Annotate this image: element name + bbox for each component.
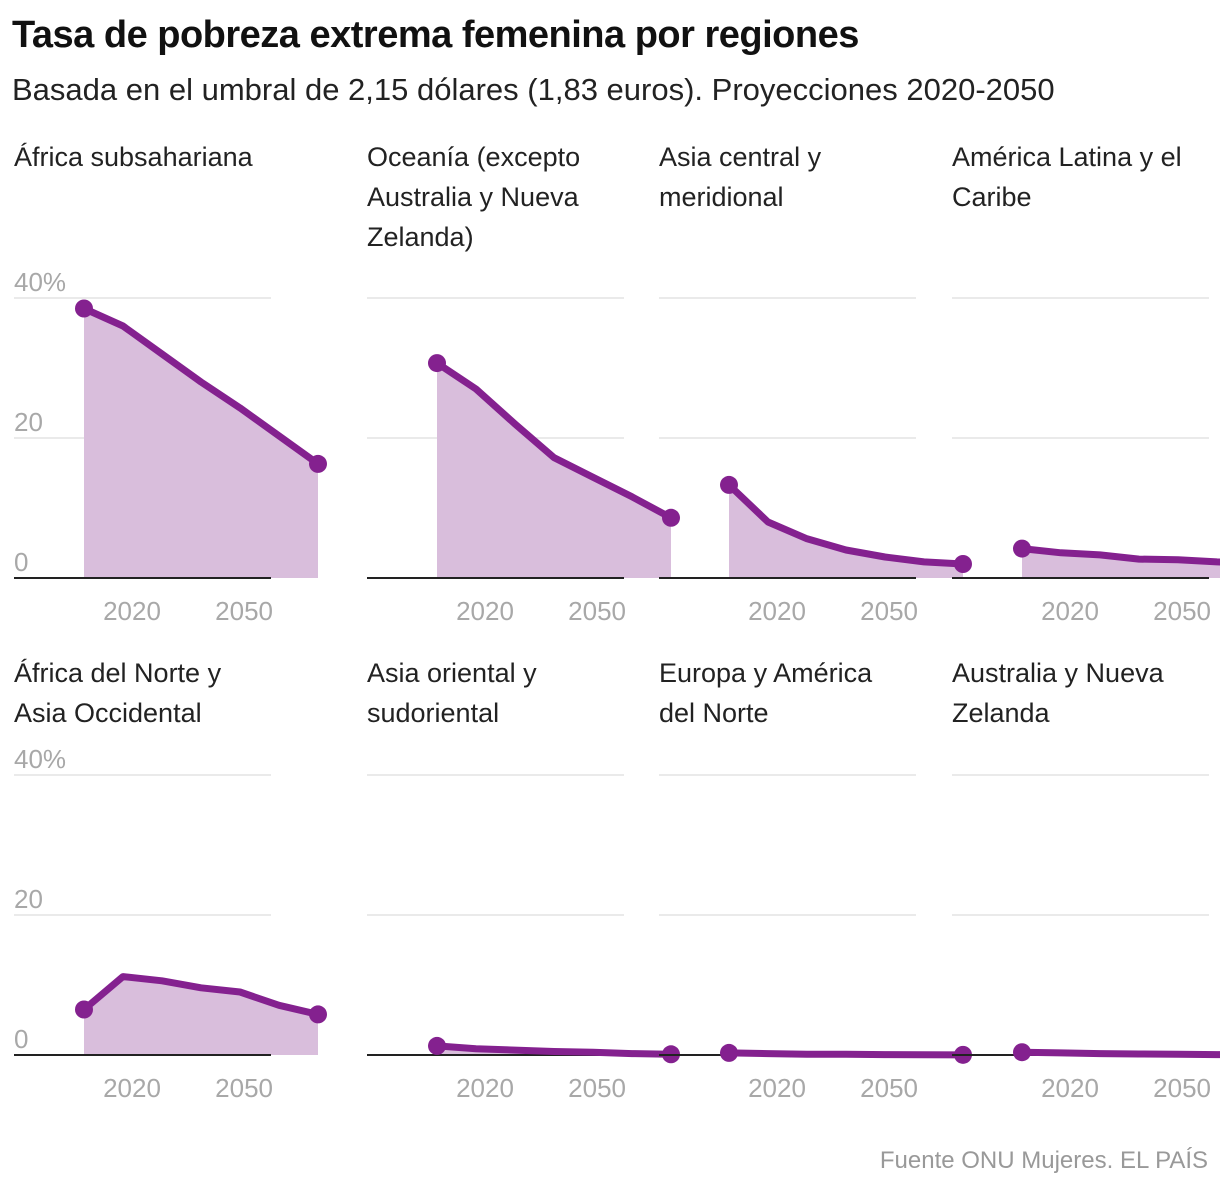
y-tick-label-20: 20	[14, 884, 43, 914]
start-point-oceania-excepto-australia-y-nueva-zelanda	[428, 354, 446, 373]
x-tick-label-2050: 2050	[215, 596, 273, 626]
chart-subtitle: Basada en el umbral de 2,15 dólares (1,8…	[12, 72, 1055, 107]
line-oceania-excepto-australia-y-nueva-zelanda	[433, 359, 675, 522]
y-tick-label-40: 40%	[14, 267, 66, 297]
start-point-australia-y-nueva-zelanda	[1013, 1043, 1031, 1062]
line-africa-del-norte-y-asia-occidental	[80, 973, 322, 1018]
x-tick-label-2050: 2050	[568, 596, 626, 626]
chart-title: Tasa de pobreza extrema femenina por reg…	[12, 14, 859, 56]
panel-title-africa-subsahariana: África subsahariana	[14, 142, 254, 172]
area-oceania-excepto-australia-y-nueva-zelanda	[437, 363, 671, 578]
panel-title-asia-oriental-y-sudoriental: Asia oriental y sudoriental	[367, 658, 537, 728]
line-asia-central-y-meridional	[725, 481, 967, 568]
area-africa-del-norte-y-asia-occidental	[84, 976, 318, 1055]
x-tick-label-2020: 2020	[456, 596, 514, 626]
panel-title-oceania-excepto-australia-y-nueva-zelanda: Oceanía (excepto Australia y Nueva Zelanda…	[367, 142, 580, 252]
line-america-latina-y-el-caribe	[1018, 545, 1220, 566]
start-point-africa-subsahariana	[75, 299, 93, 318]
y-tick-label-20: 20	[14, 407, 43, 437]
y-tick-label-0: 0	[14, 547, 28, 577]
line-europa-y-america-del-norte	[725, 1049, 967, 1059]
start-point-america-latina-y-el-caribe	[1013, 539, 1031, 558]
start-point-asia-oriental-y-sudoriental	[428, 1036, 446, 1055]
x-tick-label-2020: 2020	[103, 596, 161, 626]
y-tick-label-0: 0	[14, 1024, 28, 1054]
end-point-africa-subsahariana	[309, 454, 327, 473]
small-multiples-chart: África subsahariana 0 20 40% 2020 2050 Oceanía…	[14, 142, 1220, 1103]
start-point-africa-del-norte-y-asia-occidental	[75, 1000, 93, 1019]
x-tick-label-2050: 2050	[215, 1073, 273, 1103]
panel-title-asia-central-y-meridional: Asia central y meridional	[659, 142, 822, 212]
end-point-oceania-excepto-australia-y-nueva-zelanda	[662, 508, 680, 527]
panel-title-africa-del-norte-y-asia-occidental: África del Norte y Asia Occidental	[14, 658, 222, 728]
start-point-europa-y-america-del-norte	[720, 1043, 738, 1062]
start-point-asia-central-y-meridional	[720, 475, 738, 494]
x-tick-label-2020: 2020	[748, 1073, 806, 1103]
panel-title-australia-y-nueva-zelanda: Australia y Nueva Zelanda	[952, 658, 1165, 728]
line-africa-subsahariana	[80, 305, 322, 468]
x-tick-label-2020: 2020	[456, 1073, 514, 1103]
line-australia-y-nueva-zelanda	[1018, 1048, 1220, 1059]
x-tick-label-2020: 2020	[1041, 1073, 1099, 1103]
x-tick-label-2020: 2020	[103, 1073, 161, 1103]
area-asia-central-y-meridional	[729, 484, 963, 578]
x-tick-label-2050: 2050	[568, 1073, 626, 1103]
area-africa-subsahariana	[84, 308, 318, 578]
x-tick-label-2050: 2050	[1153, 596, 1211, 626]
end-point-asia-central-y-meridional	[954, 555, 972, 573]
x-tick-label-2020: 2020	[748, 596, 806, 626]
x-tick-label-2050: 2050	[860, 1073, 918, 1103]
line-asia-oriental-y-sudoriental	[433, 1042, 675, 1058]
x-tick-label-2050: 2050	[1153, 1073, 1211, 1103]
end-point-africa-del-norte-y-asia-occidental	[309, 1005, 327, 1024]
x-tick-label-2050: 2050	[860, 596, 918, 626]
panel-title-america-latina-y-el-caribe: América Latina y el Caribe	[952, 142, 1182, 212]
source-note: Fuente ONU Mujeres. EL PAÍS	[879, 1147, 1208, 1174]
panel-title-europa-y-america-del-norte: Europa y América del Norte	[659, 658, 873, 728]
y-tick-label-40: 40%	[14, 744, 66, 774]
x-tick-label-2020: 2020	[1041, 596, 1099, 626]
